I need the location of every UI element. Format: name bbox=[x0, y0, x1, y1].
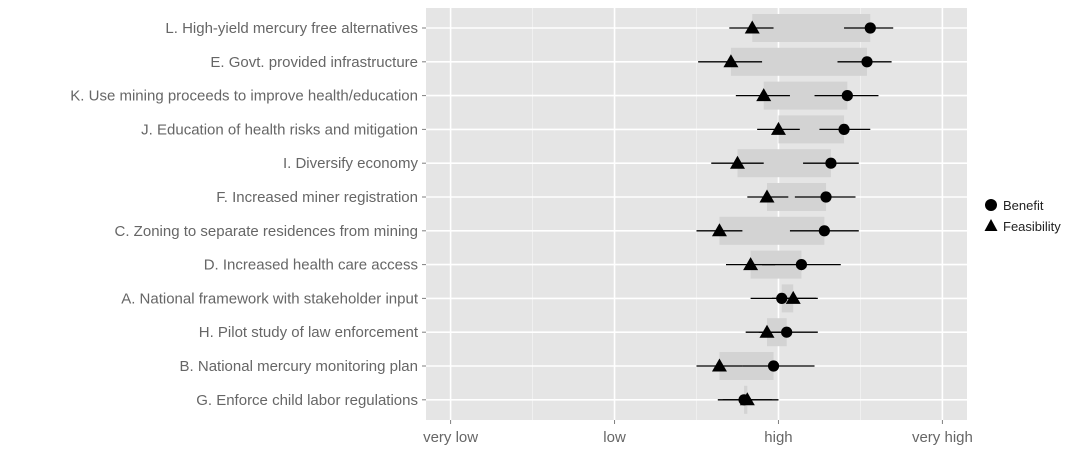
x-tick-labels: very low low high very high bbox=[423, 420, 973, 446]
x-tick-label: low bbox=[603, 429, 626, 446]
legend-feasibility-label: Feasibility bbox=[1003, 219, 1061, 234]
y-tick-label: K. Use mining proceeds to improve health… bbox=[70, 88, 418, 105]
benefit-point bbox=[841, 90, 853, 102]
feasibility-point bbox=[711, 358, 727, 372]
benefit-point bbox=[776, 292, 788, 304]
feasibility-point bbox=[744, 20, 760, 34]
feasibility-point bbox=[743, 257, 759, 271]
feasibility-point bbox=[739, 392, 755, 406]
feasibility-point bbox=[770, 121, 786, 135]
benefit-point bbox=[861, 56, 873, 68]
y-tick-label: G. Enforce child labor regulations bbox=[196, 392, 418, 409]
y-tick-label: E. Govt. provided infrastructure bbox=[210, 54, 418, 71]
benefit-point bbox=[820, 191, 832, 203]
legend-benefit-symbol bbox=[985, 199, 997, 211]
y-tick-label: B. National mercury monitoring plan bbox=[180, 358, 418, 375]
y-tick-label: H. Pilot study of law enforcement bbox=[199, 324, 419, 341]
feasibility-point bbox=[756, 88, 772, 102]
y-tick-label: F. Increased miner registration bbox=[216, 189, 418, 206]
benefit-point bbox=[767, 360, 780, 372]
legend-benefit-label: Benefit bbox=[1003, 198, 1044, 213]
y-tick-label: L. High-yield mercury free alternatives bbox=[165, 20, 418, 37]
benefit-point bbox=[781, 326, 793, 338]
feasibility-point bbox=[711, 223, 727, 237]
y-tick-label: J. Education of health risks and mitigat… bbox=[141, 121, 418, 138]
markers bbox=[711, 20, 876, 406]
x-tick-label: very high bbox=[912, 429, 973, 446]
benefit-point bbox=[818, 225, 830, 237]
feasibility-point bbox=[759, 324, 775, 338]
x-tick-label: very low bbox=[423, 429, 478, 446]
feasibility-point bbox=[759, 189, 775, 203]
legend-feasibility-symbol bbox=[984, 219, 998, 231]
benefit-point bbox=[838, 123, 850, 135]
y-tick-label: C. Zoning to separate residences from mi… bbox=[115, 223, 418, 240]
legend: Benefit Feasibility bbox=[984, 198, 1061, 234]
feasibility-point bbox=[785, 290, 801, 304]
feasibility-point bbox=[723, 54, 739, 68]
y-tick-labels: L. High-yield mercury free alternatives E… bbox=[70, 20, 426, 409]
x-tick-label: high bbox=[764, 429, 792, 446]
benefit-point bbox=[825, 157, 837, 169]
feasibility-point bbox=[729, 155, 745, 169]
y-tick-label: I. Diversify economy bbox=[283, 155, 419, 172]
y-tick-label: A. National framework with stakeholder i… bbox=[121, 290, 419, 307]
y-tick-label: D. Increased health care access bbox=[204, 257, 418, 274]
benefit-point bbox=[795, 259, 808, 271]
benefit-point bbox=[864, 22, 876, 34]
